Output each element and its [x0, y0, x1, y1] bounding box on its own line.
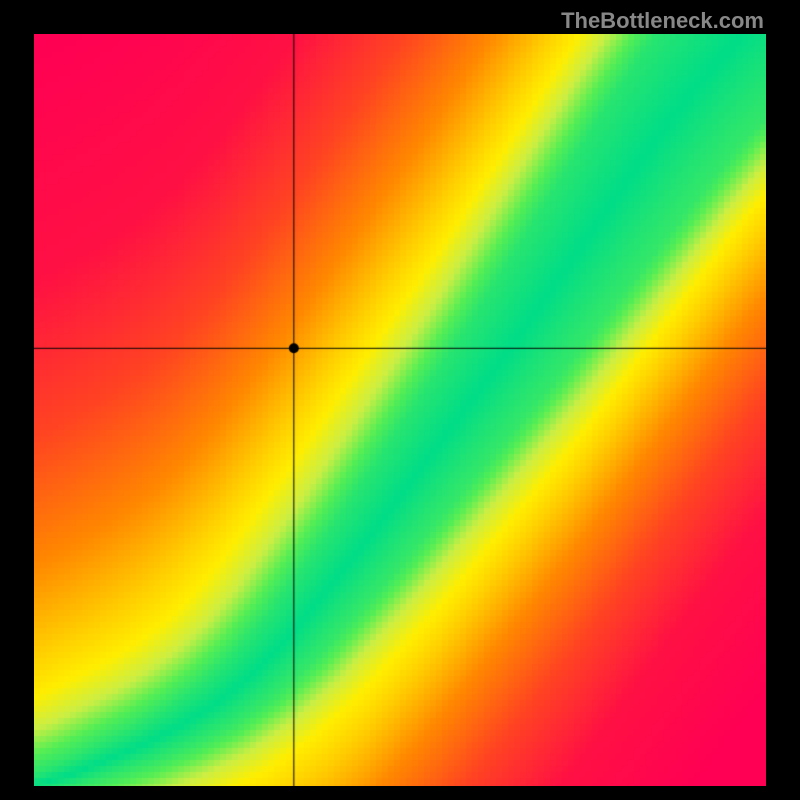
- heatmap-canvas: [34, 34, 766, 786]
- attribution-text: TheBottleneck.com: [561, 8, 764, 34]
- chart-container: TheBottleneck.com: [0, 0, 800, 800]
- heatmap-area: [34, 34, 766, 786]
